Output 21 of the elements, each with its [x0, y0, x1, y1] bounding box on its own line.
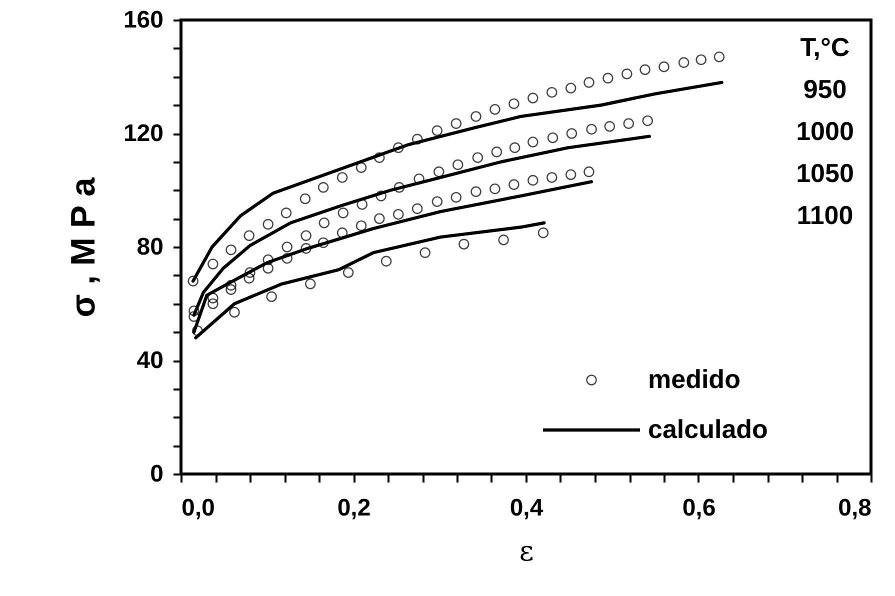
legend-label: medido: [648, 364, 740, 394]
x-tick-label: 0,8: [838, 494, 872, 522]
x-tick-label: 0,2: [337, 494, 371, 522]
annotation: 1100: [796, 200, 854, 230]
line-series: [194, 221, 546, 340]
y-tick-label: 80: [136, 234, 164, 260]
x-tick-label: 0,0: [182, 494, 215, 522]
annotation: 1000: [796, 116, 854, 146]
annotation: 950: [803, 74, 847, 104]
y-tick-label: 0: [150, 460, 164, 488]
annotation: T,°C: [800, 32, 850, 62]
y-axis-title: σ , M P a: [64, 176, 102, 318]
y-tick-label: 40: [136, 347, 164, 374]
x-tick-label: 0,4: [510, 494, 544, 522]
annotation: 1050: [796, 158, 854, 188]
line-series: [191, 80, 724, 283]
legend-label: calculado: [648, 414, 768, 444]
y-tick-label: 120: [123, 120, 164, 147]
y-tick-label: 160: [123, 6, 164, 34]
x-axis-title: ε: [519, 534, 534, 568]
x-tick-label: 0,6: [682, 494, 716, 522]
